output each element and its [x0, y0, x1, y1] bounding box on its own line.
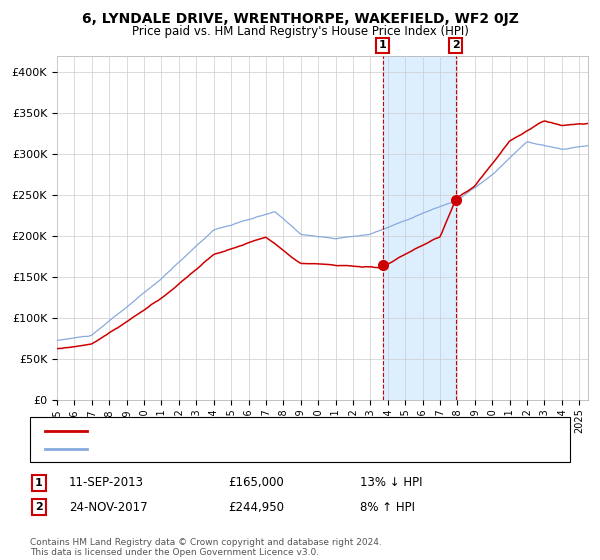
Text: 2: 2	[35, 502, 43, 512]
Text: 6, LYNDALE DRIVE, WRENTHORPE, WAKEFIELD, WF2 0JZ: 6, LYNDALE DRIVE, WRENTHORPE, WAKEFIELD,…	[82, 12, 518, 26]
Text: £165,000: £165,000	[228, 476, 284, 489]
Text: Contains HM Land Registry data © Crown copyright and database right 2024.
This d: Contains HM Land Registry data © Crown c…	[30, 538, 382, 557]
Text: 24-NOV-2017: 24-NOV-2017	[69, 501, 148, 514]
Text: 1: 1	[379, 40, 386, 50]
Bar	[383, 56, 455, 400]
Text: 8% ↑ HPI: 8% ↑ HPI	[360, 501, 415, 514]
Text: 13% ↓ HPI: 13% ↓ HPI	[360, 476, 422, 489]
Text: 6, LYNDALE DRIVE, WRENTHORPE, WAKEFIELD, WF2 0JZ (detached house): 6, LYNDALE DRIVE, WRENTHORPE, WAKEFIELD,…	[96, 426, 480, 436]
Text: £244,950: £244,950	[228, 501, 284, 514]
Text: Price paid vs. HM Land Registry's House Price Index (HPI): Price paid vs. HM Land Registry's House …	[131, 25, 469, 38]
Text: 11-SEP-2013: 11-SEP-2013	[69, 476, 144, 489]
Text: 1: 1	[35, 478, 43, 488]
Text: 2: 2	[452, 40, 460, 50]
Text: HPI: Average price, detached house, Wakefield: HPI: Average price, detached house, Wake…	[96, 445, 340, 455]
